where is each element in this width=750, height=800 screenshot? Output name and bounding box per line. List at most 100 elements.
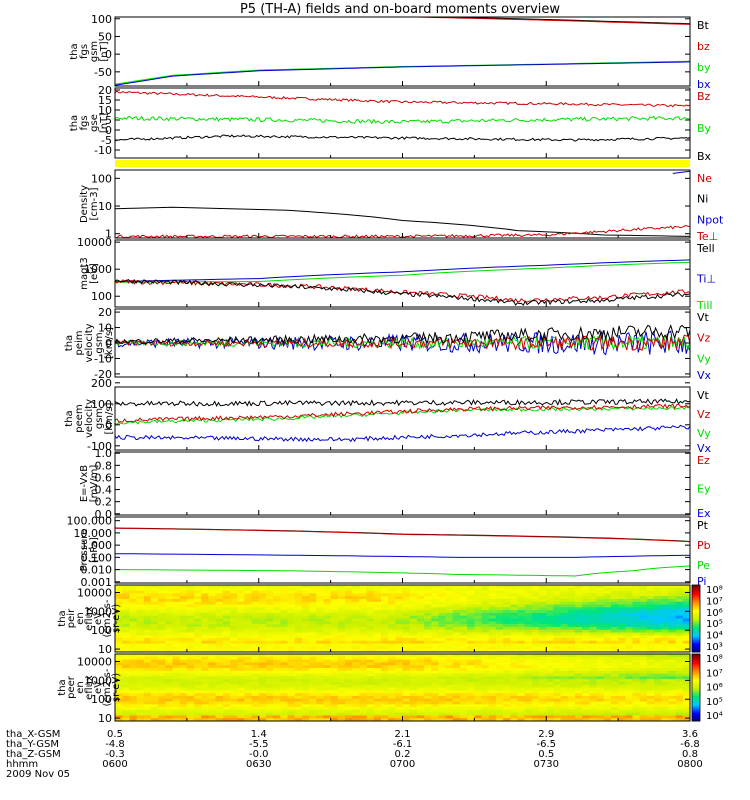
spectrogram-cell: [445, 612, 454, 617]
spectrogram-cell: [237, 698, 245, 703]
spectrogram-cell: [625, 665, 634, 669]
spectrogram-cell: [589, 615, 598, 620]
spectrogram-cell: [294, 640, 303, 645]
spectrogram-cell: [201, 656, 210, 661]
spectrogram-cell: [237, 590, 245, 594]
spectrogram-cell: [122, 679, 130, 683]
spectrogram-cell: [316, 590, 325, 594]
spectrogram-cell: [409, 640, 418, 645]
spectrogram-cell: [201, 621, 210, 625]
spectrogram-cell: [244, 676, 253, 680]
spectrogram-cell: [567, 684, 576, 689]
spectrogram-cell: [503, 668, 511, 672]
legend-Vx: Vx: [697, 369, 712, 382]
spectrogram-cell: [503, 662, 511, 666]
spectrogram-cell: [639, 690, 648, 694]
spectrogram-cell: [546, 646, 555, 650]
spectrogram-cell: [316, 640, 325, 645]
spectrogram-cell: [618, 673, 626, 677]
series-Pb: [115, 527, 690, 543]
colorbar-segment: [692, 591, 700, 594]
spectrogram-cell: [488, 656, 497, 661]
spectrogram-cell: [287, 704, 296, 708]
spectrogram-cell: [366, 687, 375, 691]
spectrogram-cell: [301, 621, 310, 625]
spectrogram-cell: [215, 615, 224, 620]
spectrogram-cell: [237, 610, 245, 614]
spectrogram-cell: [258, 665, 267, 669]
spectrogram-cell: [150, 654, 159, 658]
spectrogram-cell: [567, 632, 576, 636]
spectrogram-cell: [345, 615, 353, 620]
spectrogram-cell: [632, 709, 641, 714]
spectrogram-cell: [402, 640, 411, 645]
spectrogram-cell: [488, 610, 497, 614]
spectrogram-cell: [575, 590, 583, 594]
spectrogram-cell: [136, 656, 145, 661]
spectrogram-cell: [524, 640, 533, 645]
spectrogram-cell: [316, 615, 325, 620]
spectrogram-cell: [575, 704, 583, 708]
panel-10: 10⁴10⁵10⁶10⁷10⁸10000100010010thapeerenef…: [57, 653, 723, 725]
spectrogram-cell: [122, 662, 130, 666]
spectrogram-cell: [380, 612, 389, 617]
spectrogram-cell: [560, 701, 569, 705]
spectrogram-cell: [402, 673, 411, 677]
spectrogram-cell: [524, 599, 533, 603]
spectrogram-cell: [323, 693, 332, 697]
spectrogram-cell: [115, 646, 123, 650]
colorbar-segment: [692, 621, 700, 625]
spectrogram-cell: [682, 587, 690, 592]
spectrogram-cell: [122, 654, 130, 658]
spectrogram-cell: [510, 665, 519, 669]
spectrogram-cell: [639, 638, 648, 642]
spectrogram-cell: [244, 684, 253, 689]
spectrogram-cell: [539, 601, 547, 606]
spectrogram-cell: [416, 640, 425, 645]
spectrogram-cell: [610, 635, 619, 639]
spectrogram-cell: [215, 707, 224, 711]
spectrogram-cell: [531, 590, 540, 594]
spectrogram-cell: [122, 690, 130, 694]
spectrogram-cell: [280, 712, 289, 716]
spectrogram-cell: [531, 718, 540, 721]
spectrogram-cell: [553, 646, 562, 650]
y-tick-label: -5: [101, 134, 112, 147]
spectrogram-cell: [244, 629, 253, 634]
spectrogram-cell: [546, 665, 555, 669]
spectrogram-cell: [280, 615, 289, 620]
spectrogram-cell: [481, 681, 490, 686]
spectrogram-cell: [639, 681, 648, 686]
spectrogram-cell: [567, 715, 576, 719]
spectrogram-cell: [201, 659, 210, 663]
spectrogram-cell: [330, 662, 339, 666]
spectrogram-cell: [510, 632, 519, 636]
series-Ni: [115, 206, 690, 237]
spectrogram-cell: [237, 670, 245, 675]
spectrogram-cell: [639, 709, 648, 714]
spectrogram-cell: [575, 687, 583, 691]
spectrogram-cell: [488, 662, 497, 666]
spectrogram-cell: [395, 626, 404, 631]
spectrogram-cell: [503, 612, 511, 617]
spectrogram-cell: [280, 670, 289, 675]
spectrogram-cell: [639, 635, 648, 639]
spectrogram-cell: [675, 604, 684, 608]
spectrogram-cell: [546, 624, 555, 628]
spectrogram-cell: [661, 681, 670, 686]
spectrogram-cell: [122, 681, 130, 686]
spectrogram-cell: [301, 659, 310, 663]
spectrogram-cell: [661, 629, 670, 634]
spectrogram-cell: [632, 610, 641, 614]
y-tick-label: 5: [105, 114, 112, 127]
spectrogram-cell: [230, 618, 238, 622]
spectrogram-cell: [452, 684, 461, 689]
y-axis-label: peim: [74, 330, 85, 355]
spectrogram-cell: [402, 676, 411, 680]
spectrogram-cell: [460, 659, 468, 663]
spectrogram-cell: [589, 638, 598, 642]
spectrogram-cell: [625, 670, 634, 675]
x-tick-value: 2.1: [395, 729, 411, 740]
spectrogram-cell: [179, 676, 188, 680]
